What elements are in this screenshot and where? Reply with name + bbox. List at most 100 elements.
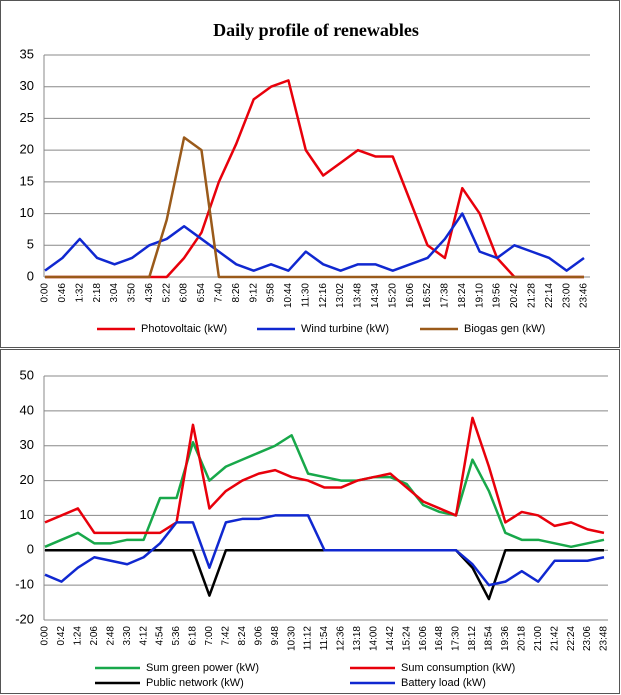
x-tick-label: 5:36 — [171, 626, 182, 646]
chart-title: Daily profile of renewables — [213, 20, 419, 40]
x-tick-label: 21:42 — [549, 626, 560, 651]
x-tick-label: 3:04 — [109, 283, 120, 303]
x-tick-label: 17:30 — [451, 626, 462, 651]
y-tick-label: 0 — [27, 268, 34, 283]
y-tick-label: 20 — [20, 142, 34, 157]
chart-frame — [0, 349, 620, 694]
y-tick-label: 15 — [20, 173, 34, 188]
x-tick-label: 17:38 — [440, 283, 451, 308]
x-tick-label: 7:40 — [214, 283, 225, 303]
x-tick-label: 9:06 — [253, 626, 264, 646]
x-tick-label: 18:12 — [467, 626, 478, 651]
x-tick-label: 12:36 — [336, 626, 347, 651]
x-tick-label: 0:00 — [40, 626, 51, 646]
x-tick-label: 5:22 — [161, 283, 172, 303]
x-tick-label: 19:36 — [500, 626, 511, 651]
x-tick-label: 23:06 — [582, 626, 593, 651]
y-tick-label: 10 — [20, 507, 34, 522]
x-tick-label: 14:00 — [368, 626, 379, 651]
series-line — [44, 212, 585, 272]
x-tick-label: 14:42 — [385, 626, 396, 651]
series-line — [45, 136, 584, 279]
x-tick-label: 10:44 — [283, 283, 294, 308]
x-tick-label: 13:02 — [335, 283, 346, 308]
x-tick-label: 3:50 — [127, 283, 138, 303]
y-tick-label: 25 — [20, 110, 34, 125]
x-tick-label: 20:18 — [516, 626, 527, 651]
y-tick-label: 30 — [20, 437, 34, 452]
y-tick-label: 30 — [20, 78, 34, 93]
x-tick-label: 15:24 — [401, 626, 412, 651]
x-tick-label: 7:42 — [220, 626, 231, 646]
x-tick-label: 19:10 — [474, 283, 485, 308]
x-tick-label: 6:54 — [196, 283, 207, 303]
x-tick-label: 0:42 — [56, 626, 67, 646]
x-tick-label: 11:30 — [300, 283, 311, 308]
x-tick-label: 21:28 — [526, 283, 537, 308]
legend-label: Photovoltaic (kW) — [141, 323, 227, 335]
legend-label: Sum green power (kW) — [146, 662, 259, 674]
x-tick-label: 12:16 — [318, 283, 329, 308]
x-tick-label: 19:56 — [492, 283, 503, 308]
x-tick-label: 8:24 — [237, 626, 248, 646]
series-line — [45, 549, 604, 601]
series-line — [45, 79, 584, 279]
x-tick-label: 23:00 — [561, 283, 572, 308]
y-tick-label: -10 — [15, 577, 34, 592]
legend-label: Wind turbine (kW) — [301, 323, 389, 335]
x-tick-label: 16:06 — [405, 283, 416, 308]
x-tick-label: 16:48 — [434, 626, 445, 651]
x-tick-label: 4:36 — [144, 283, 155, 303]
x-tick-label: 4:54 — [155, 626, 166, 646]
x-tick-label: 6:08 — [179, 283, 190, 303]
x-tick-label: 11:54 — [319, 626, 330, 651]
x-tick-label: 22:14 — [544, 283, 555, 308]
x-tick-label: 18:54 — [484, 626, 495, 651]
x-tick-label: 8:26 — [231, 283, 242, 303]
legend-label: Sum consumption (kW) — [401, 662, 515, 674]
x-tick-label: 1:32 — [74, 283, 85, 303]
x-tick-label: 22:24 — [566, 626, 577, 651]
x-tick-label: 6:18 — [188, 626, 199, 646]
x-tick-label: 10:30 — [286, 626, 297, 651]
x-tick-label: 16:52 — [422, 283, 433, 308]
y-tick-label: 0 — [27, 542, 34, 557]
x-tick-label: 9:12 — [248, 283, 259, 303]
x-tick-label: 20:42 — [509, 283, 520, 308]
x-tick-label: 21:00 — [533, 626, 544, 651]
x-tick-label: 13:18 — [352, 626, 363, 651]
x-tick-label: 2:18 — [92, 283, 103, 303]
x-tick-label: 14:34 — [370, 283, 381, 308]
legend-label: Battery load (kW) — [401, 677, 486, 689]
legend-label: Public network (kW) — [146, 677, 244, 689]
x-tick-label: 4:12 — [138, 626, 149, 646]
y-tick-label: 20 — [20, 472, 34, 487]
x-tick-label: 18:24 — [457, 283, 468, 308]
y-tick-label: 40 — [20, 402, 34, 417]
x-tick-label: 23:48 — [599, 626, 610, 651]
x-tick-label: 2:48 — [105, 626, 116, 646]
y-tick-label: 50 — [20, 367, 34, 382]
x-tick-label: 3:30 — [122, 626, 133, 646]
y-tick-label: 35 — [20, 46, 34, 61]
x-tick-label: 0:46 — [57, 283, 68, 303]
y-tick-label: -20 — [15, 611, 34, 626]
x-tick-label: 13:48 — [353, 283, 364, 308]
chart-frame — [0, 0, 620, 348]
x-tick-label: 9:58 — [266, 283, 277, 303]
x-tick-label: 0:00 — [40, 283, 51, 303]
x-tick-label: 9:48 — [270, 626, 281, 646]
legend-label: Biogas gen (kW) — [464, 323, 545, 335]
x-tick-label: 23:46 — [579, 283, 590, 308]
series-line — [44, 416, 605, 535]
x-tick-label: 2:06 — [89, 626, 100, 646]
x-tick-label: 7:00 — [204, 626, 215, 646]
y-tick-label: 10 — [20, 205, 34, 220]
x-tick-label: 11:12 — [303, 626, 314, 651]
x-tick-label: 15:20 — [387, 283, 398, 308]
x-tick-label: 1:24 — [73, 626, 84, 646]
x-tick-label: 16:06 — [418, 626, 429, 651]
y-tick-label: 5 — [27, 237, 34, 252]
series-line — [44, 434, 605, 549]
